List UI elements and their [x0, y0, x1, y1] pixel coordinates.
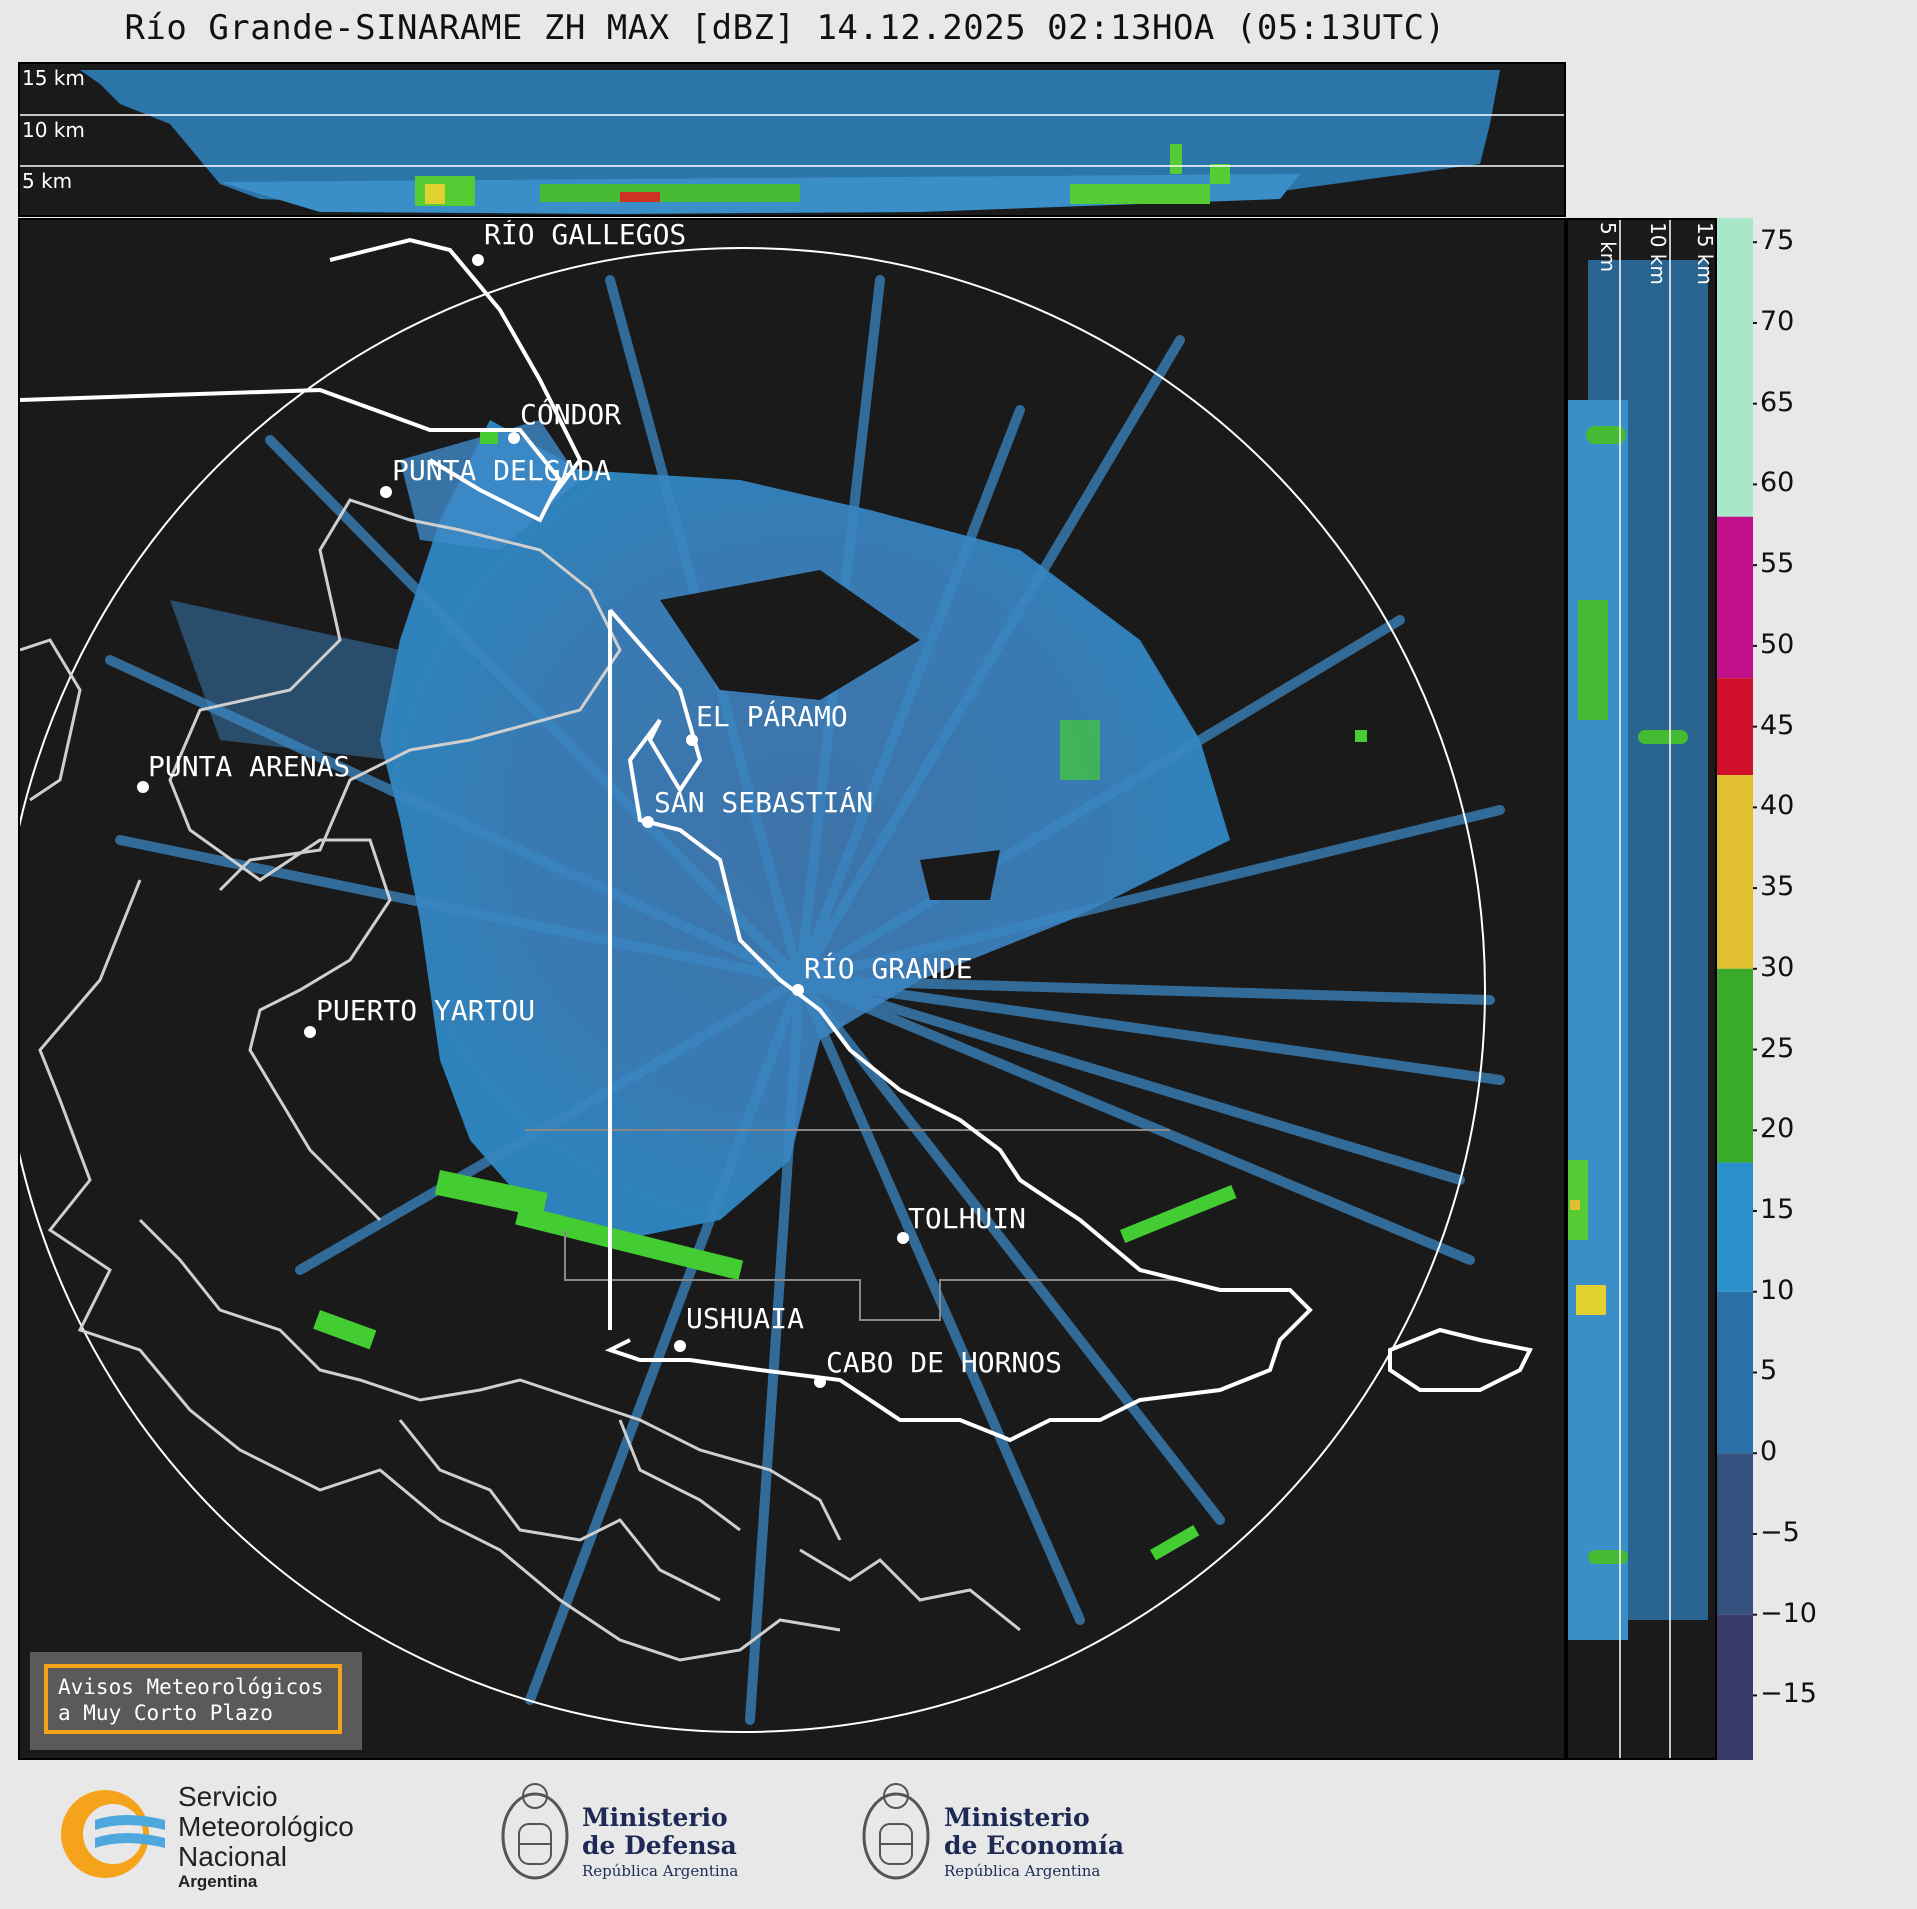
side-echo-profile — [1568, 220, 1708, 1758]
city-dot-ushuaia — [674, 1340, 686, 1352]
economia-line3: República Argentina — [944, 1862, 1101, 1880]
side-height-15km: 15 km — [1693, 222, 1717, 285]
city-dot-puerto-yartou — [304, 1026, 316, 1038]
defensa-line3: República Argentina — [582, 1862, 739, 1880]
colorbar — [1717, 218, 1757, 1760]
smn-line3: Nacional — [178, 1841, 287, 1872]
city-dot-punta-arenas — [137, 781, 149, 793]
colorbar-tick-label: 65 — [1760, 386, 1795, 418]
colorbar-tick-label: 20 — [1760, 1113, 1795, 1145]
city-label-tolhuin: TOLHUIN — [908, 1202, 1027, 1235]
map-title: Río Grande-SINARAME ZH MAX [dBZ] 14.12.2… — [124, 8, 1446, 48]
colorbar-band — [1717, 1162, 1753, 1292]
colorbar-tick-label: −10 — [1760, 1597, 1817, 1629]
economia-seal-icon — [862, 1783, 930, 1880]
city-label-san-sebastian: SAN SEBASTIÁN — [654, 786, 874, 819]
side-height-5km: 5 km — [1596, 222, 1620, 273]
city-label-el-paramo: EL PÁRAMO — [696, 700, 848, 733]
radar-map-graphic — [20, 237, 1533, 1733]
defensa-line2: de Defensa — [582, 1831, 737, 1860]
city-dot-cabo-de-hornos — [814, 1376, 826, 1388]
economia-line1: Ministerio — [944, 1803, 1090, 1832]
colorbar-band — [1717, 1291, 1753, 1454]
side-cross-section: 5 km 10 km 15 km — [1566, 218, 1717, 1760]
radar-map: RÍO GALLEGOS CÓNDOR PUNTA DELGADA EL PÁR… — [18, 218, 1566, 1760]
economia-logo-text: Ministerio de Economía — [944, 1804, 1124, 1860]
top-echo-profile — [20, 70, 1564, 214]
colorbar-band — [1717, 516, 1753, 679]
colorbar-band — [1717, 218, 1753, 517]
colorbar-tick-label: 10 — [1760, 1274, 1795, 1306]
province-lines — [525, 1129, 1180, 1321]
avisos-line2: a Muy Corto Plazo — [58, 1701, 273, 1725]
city-dot-punta-delgada — [380, 486, 392, 498]
city-label-rio-gallegos: RÍO GALLEGOS — [484, 218, 687, 251]
city-dot-el-paramo — [686, 734, 698, 746]
colorbar-tick-label: 75 — [1760, 225, 1795, 257]
avisos-box[interactable]: Avisos Meteorológicos a Muy Corto Plazo — [30, 1652, 362, 1750]
colorbar-band — [1717, 775, 1753, 969]
smn-line2: Meteorológico — [178, 1811, 354, 1842]
city-dot-rio-gallegos — [472, 254, 484, 266]
top-height-15km: 15 km — [22, 66, 85, 90]
colorbar-tick-label: 55 — [1760, 548, 1795, 580]
echo-main — [380, 420, 1230, 1240]
defensa-line1: Ministerio — [582, 1803, 728, 1832]
colorbar-band — [1717, 1614, 1753, 1760]
defensa-logo-text: Ministerio de Defensa — [582, 1804, 737, 1860]
city-dot-condor — [508, 432, 520, 444]
smn-line1: Servicio — [178, 1781, 278, 1812]
city-label-punta-delgada: PUNTA DELGADA — [392, 454, 612, 487]
city-label-cabo-de-hornos: CABO DE HORNOS — [826, 1346, 1063, 1379]
colorbar-tick-label: 15 — [1760, 1194, 1795, 1226]
colorbar-tick-label: 40 — [1760, 790, 1795, 822]
colorbar-tick-label: 50 — [1760, 628, 1795, 660]
top-height-5km: 5 km — [22, 169, 73, 193]
side-height-10km: 10 km — [1646, 222, 1670, 285]
city-label-punta-arenas: PUNTA ARENAS — [148, 750, 351, 783]
colorbar-tick-label: 45 — [1760, 709, 1795, 741]
city-markers — [137, 254, 909, 1388]
smn-logo-icon — [61, 1790, 165, 1878]
coastlines — [20, 498, 1021, 1662]
city-label-puerto-yartou: PUERTO YARTOU — [316, 994, 536, 1027]
defensa-seal-icon — [501, 1783, 569, 1880]
colorbar-tick-label: 0 — [1760, 1436, 1778, 1468]
convective-cells — [313, 430, 1367, 1561]
city-label-condor: CÓNDOR — [520, 398, 622, 431]
smn-logo-text: Servicio Meteorológico Nacional Argentin… — [178, 1782, 354, 1892]
colorbar-tick-label: −15 — [1760, 1678, 1817, 1710]
city-label-ushuaia: USHUAIA — [686, 1302, 805, 1335]
colorbar-tick-label: 35 — [1760, 871, 1795, 903]
colorbar-tick-label: 5 — [1760, 1355, 1778, 1387]
city-dot-san-sebastian — [642, 816, 654, 828]
city-label-rio-grande: RÍO GRANDE — [804, 952, 973, 985]
borders — [20, 237, 1533, 1443]
colorbar-tick-label: 60 — [1760, 467, 1795, 499]
colorbar-tick-label: 30 — [1760, 951, 1795, 983]
colorbar-band — [1717, 678, 1753, 776]
colorbar-band — [1717, 968, 1753, 1163]
colorbar-band — [1717, 1453, 1753, 1615]
avisos-line1: Avisos Meteorológicos — [58, 1675, 324, 1699]
economia-line2: de Economía — [944, 1831, 1125, 1860]
city-dot-tolhuin — [897, 1232, 909, 1244]
avisos-frame: Avisos Meteorológicos a Muy Corto Plazo — [44, 1664, 342, 1734]
range-ring — [20, 247, 1486, 1733]
colorbar-tick-label: 70 — [1760, 305, 1795, 337]
colorbar-tick-label: 25 — [1760, 1032, 1795, 1064]
top-cross-section: 15 km 10 km 5 km — [18, 62, 1566, 217]
smn-line4: Argentina — [178, 1872, 258, 1891]
top-height-10km: 10 km — [22, 118, 85, 142]
city-dot-rio-grande — [792, 984, 804, 996]
colorbar-tick-label: −5 — [1760, 1516, 1800, 1548]
